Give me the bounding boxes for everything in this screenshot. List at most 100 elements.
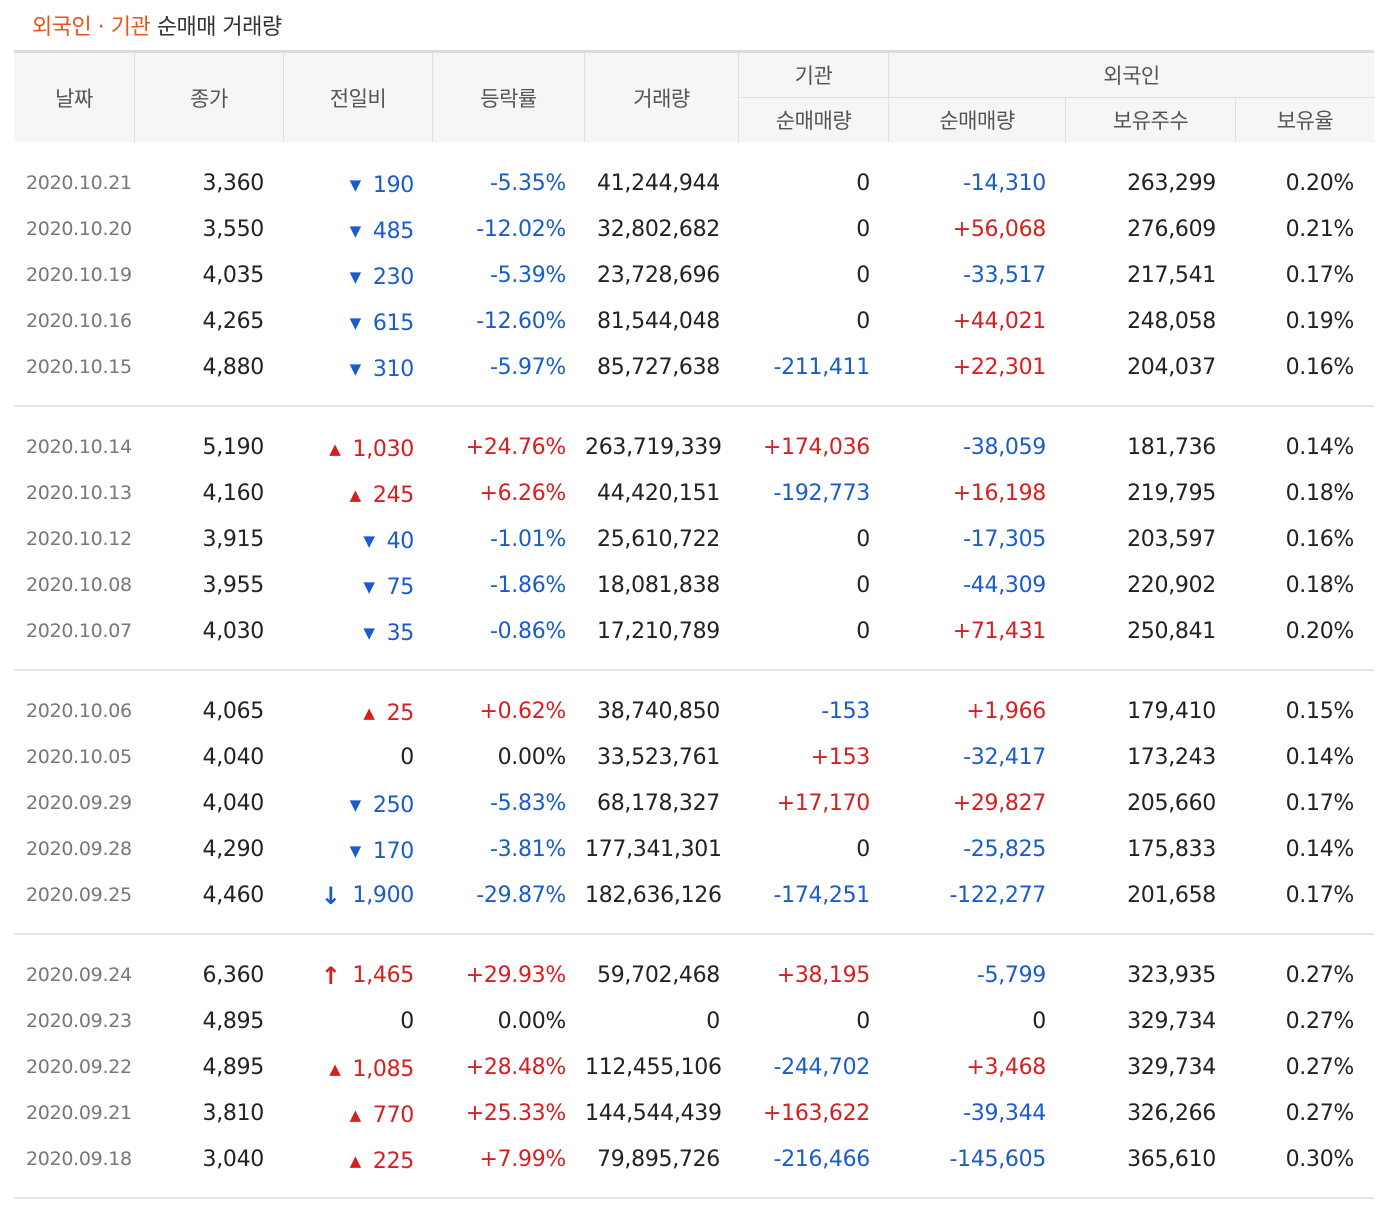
cell-date: 2020.10.20 xyxy=(26,218,132,240)
change-group: ▼ 35 xyxy=(363,611,414,657)
change-group: ▼ 40 xyxy=(363,519,414,565)
cell-volume: 59,702,468 xyxy=(597,963,720,988)
change-group: ▼ 615 xyxy=(350,301,415,347)
cell-close: 4,880 xyxy=(202,355,265,380)
cell-close: 4,895 xyxy=(202,1009,265,1034)
table-row: 2020.09.24 6,360 ↑ 1,465 +29.93% 59,702,468 +3… xyxy=(14,953,1374,999)
cell-foreign-ratio: 0.21% xyxy=(1285,217,1355,242)
cell-foreign-ratio: 0.17% xyxy=(1285,883,1355,908)
cell-foreign-holdings: 173,243 xyxy=(1127,745,1216,770)
cell-foreign-net: -39,344 xyxy=(963,1101,1046,1126)
cell-date: 2020.10.07 xyxy=(26,620,132,642)
cell-foreign-net: -44,309 xyxy=(963,573,1046,598)
cell-close: 4,460 xyxy=(202,883,265,908)
upper-limit-arrow-icon: ↑ xyxy=(320,962,341,990)
cell-change: ▼ 250 xyxy=(284,781,415,829)
cell-institution-net: +163,622 xyxy=(762,1101,870,1126)
table-header: 날짜 종가 전일비 등락률 거래량 기관 외국인 순매매량 순매매량 보유주수 … xyxy=(14,50,1374,142)
cell-volume: 68,178,327 xyxy=(597,791,720,816)
change-group: ▼ 190 xyxy=(349,163,415,209)
table-row: 2020.09.28 4,290 ▼ 170 -3.81% 177,341,301 0 -25… xyxy=(14,827,1374,873)
up-triangle-icon: ▲ xyxy=(363,704,375,722)
title-foreign: 외국인 xyxy=(32,15,92,40)
title-institution: 기관 xyxy=(110,15,151,40)
cell-foreign-holdings: 329,734 xyxy=(1127,1009,1216,1034)
table-row: 2020.10.14 5,190 ▲ 1,030 +24.76% 263,719,339 +… xyxy=(14,425,1374,471)
cell-date: 2020.09.24 xyxy=(26,964,132,986)
cell-foreign-ratio: 0.30% xyxy=(1285,1147,1355,1172)
cell-close: 3,550 xyxy=(202,217,265,242)
cell-rate: -12.60% xyxy=(476,309,566,334)
cell-rate: -1.01% xyxy=(489,527,566,552)
table-row: 2020.10.13 4,160 ▲ 245 +6.26% 44,420,151 -192,… xyxy=(14,471,1374,517)
cell-foreign-net: -5,799 xyxy=(976,963,1046,988)
cell-close: 3,360 xyxy=(202,171,265,196)
cell-institution-net: +174,036 xyxy=(762,435,870,460)
group-separator xyxy=(14,669,1374,671)
group-separator xyxy=(14,933,1374,935)
cell-volume: 177,341,301 xyxy=(585,837,722,862)
group-separator xyxy=(14,405,1374,407)
cell-institution-net: 0 xyxy=(856,573,870,598)
cell-date: 2020.10.21 xyxy=(26,172,132,194)
cell-volume: 17,210,789 xyxy=(597,619,720,644)
cell-change: ▲ 1,085 xyxy=(284,1045,414,1091)
cell-foreign-net: +16,198 xyxy=(952,481,1047,506)
cell-change: ▼ 485 xyxy=(284,207,415,253)
up-triangle-icon: ▲ xyxy=(349,1106,362,1124)
cell-close: 3,810 xyxy=(202,1101,265,1126)
cell-foreign-net: -145,605 xyxy=(949,1147,1046,1172)
cell-institution-net: -174,251 xyxy=(773,883,870,908)
header-divider xyxy=(584,53,585,142)
table-row: 2020.10.06 4,065 ▲ 25 +0.62% 38,740,850 -153 +1… xyxy=(14,689,1374,735)
cell-foreign-ratio: 0.14% xyxy=(1285,435,1355,460)
change-value: 310 xyxy=(372,356,414,382)
cell-close: 4,065 xyxy=(202,699,265,724)
cell-foreign-net: -32,417 xyxy=(963,745,1046,770)
cell-foreign-holdings: 205,660 xyxy=(1127,791,1216,816)
cell-foreign-ratio: 0.18% xyxy=(1285,573,1355,598)
cell-rate: -1.86% xyxy=(489,573,566,598)
cell-rate: -12.02% xyxy=(476,217,566,242)
cell-rate: 0.00% xyxy=(497,1009,567,1034)
cell-foreign-holdings: 323,935 xyxy=(1127,963,1216,988)
cell-foreign-ratio: 0.27% xyxy=(1285,1009,1355,1034)
change-group: 0 xyxy=(400,999,414,1045)
cell-close: 4,040 xyxy=(202,791,265,816)
table-row: 2020.10.05 4,040 0 0.00% 33,523,761 +153 -32,4… xyxy=(14,735,1374,781)
cell-institution-net: 0 xyxy=(856,619,870,644)
header-institution-net: 순매매량 xyxy=(775,109,852,133)
cell-foreign-holdings: 204,037 xyxy=(1127,355,1216,380)
cell-volume: 38,740,850 xyxy=(597,699,720,724)
cell-date: 2020.10.13 xyxy=(26,482,132,504)
change-group: ↑ 1,465 xyxy=(320,953,415,999)
cell-date: 2020.10.06 xyxy=(26,700,132,722)
cell-institution-net: 0 xyxy=(856,263,870,288)
cell-rate: +7.99% xyxy=(479,1147,566,1172)
cell-foreign-net: +29,827 xyxy=(952,791,1047,816)
cell-close: 4,030 xyxy=(202,619,265,644)
change-group: ▲ 1,085 xyxy=(329,1047,414,1093)
cell-foreign-ratio: 0.17% xyxy=(1285,791,1355,816)
cell-rate: 0.00% xyxy=(497,745,567,770)
cell-foreign-holdings: 329,734 xyxy=(1127,1055,1216,1080)
header-divider xyxy=(738,53,739,142)
cell-volume: 25,610,722 xyxy=(597,527,720,552)
change-value: 770 xyxy=(372,1102,414,1128)
cell-foreign-holdings: 263,299 xyxy=(1127,171,1216,196)
change-value: 485 xyxy=(372,218,414,244)
change-value: 1,085 xyxy=(352,1056,415,1082)
table-row: 2020.09.23 4,895 0 0.00% 0 0 0 329,734 0.27% xyxy=(14,999,1374,1045)
cell-foreign-ratio: 0.16% xyxy=(1285,355,1355,380)
change-group: ▼ 250 xyxy=(350,783,415,829)
change-value: 0 xyxy=(400,1009,414,1034)
down-triangle-icon: ▼ xyxy=(349,176,362,194)
cell-foreign-holdings: 276,609 xyxy=(1127,217,1216,242)
cell-foreign-net: -33,517 xyxy=(963,263,1046,288)
cell-institution-net: +38,195 xyxy=(776,963,871,988)
header-foreign-group: 외국인 xyxy=(1103,64,1160,88)
cell-foreign-net: -14,310 xyxy=(963,171,1046,196)
table-row: 2020.10.16 4,265 ▼ 615 -12.60% 81,544,048 0 +44… xyxy=(14,299,1374,345)
cell-institution-net: 0 xyxy=(856,171,870,196)
cell-close: 6,360 xyxy=(202,963,265,988)
